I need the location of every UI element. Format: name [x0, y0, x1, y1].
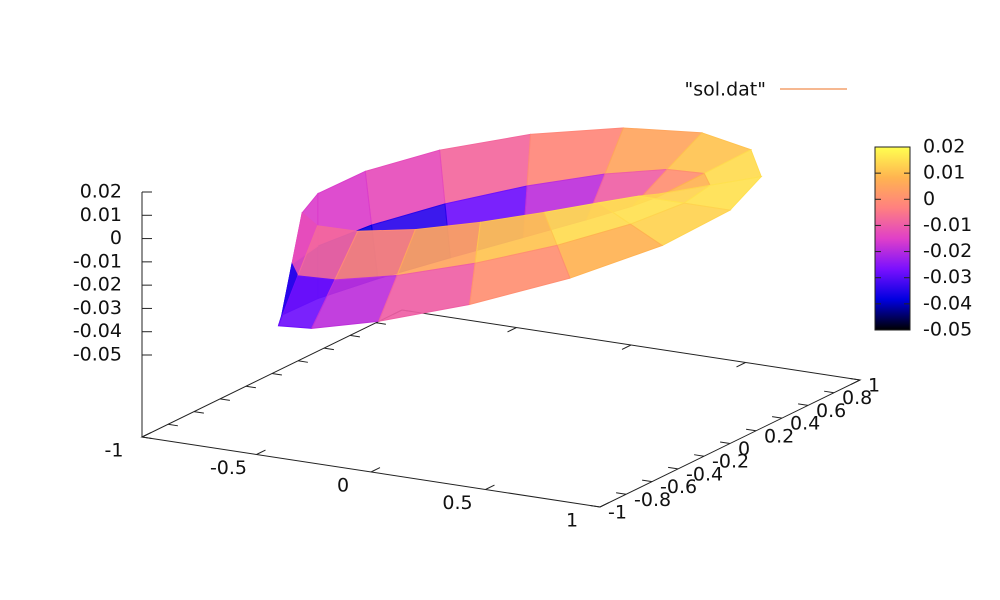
- z-tick-label: 0.02: [80, 181, 122, 203]
- y-tick-mirror: [271, 373, 282, 376]
- y-tick-mirror: [141, 436, 152, 440]
- x-tick-label: 0.5: [442, 492, 472, 514]
- y-tick-label: 0.6: [816, 400, 846, 422]
- y-tick: [746, 428, 757, 432]
- colorbar-tick-label: 0: [923, 188, 935, 210]
- x-tick-label: 0: [337, 475, 349, 497]
- legend-label: "sol.dat": [685, 79, 766, 101]
- z-tick-label: 0.01: [80, 204, 122, 226]
- y-tick: [616, 492, 627, 495]
- x-tick: [141, 432, 152, 438]
- axes: -1-0.500.51 -1-0.8-0.6-0.4-0.200.20.40.60…: [73, 181, 880, 532]
- colorbar-tick-label: 0.01: [923, 162, 965, 184]
- y-tick: [642, 479, 653, 483]
- z-tick-label: 0: [110, 227, 122, 249]
- z-tick-label: -0.01: [73, 250, 122, 272]
- x-tick-label: -1: [105, 440, 124, 462]
- colorbar-tick-label: -0.05: [923, 319, 972, 341]
- y-tick-label: -1: [608, 502, 627, 524]
- x-tick: [599, 502, 610, 508]
- y-tick-mirror: [245, 385, 256, 389]
- colorbar-tick-label: -0.04: [923, 292, 972, 314]
- z-tick-label: -0.03: [73, 297, 122, 319]
- colorbar-tick-label: 0.02: [923, 136, 965, 158]
- x-tick-mirror: [736, 362, 746, 368]
- y-tick: [772, 416, 783, 419]
- z-tick-label: -0.04: [73, 320, 122, 342]
- y-tick-label: -0.6: [660, 476, 697, 498]
- y-tick-label: -0.8: [634, 489, 671, 511]
- y-tick-label: 0.8: [842, 387, 872, 409]
- colorbar-tick-label: -0.03: [923, 266, 972, 288]
- y-tick: [824, 390, 835, 394]
- colorbar-gradient: [874, 146, 911, 331]
- z-tick-label: -0.02: [73, 274, 122, 296]
- y-tick-label: -0.4: [686, 463, 723, 485]
- y-tick: [668, 466, 679, 470]
- x-tick-mirror: [507, 327, 517, 333]
- y-tick-mirror: [297, 360, 308, 363]
- x-tick-mirror: [621, 344, 632, 350]
- y-tick-mirror: [219, 398, 230, 401]
- base-frame: [140, 309, 862, 508]
- y-tick-mirror: [375, 322, 386, 325]
- y-tick: [694, 454, 705, 457]
- y-tick-label: -0.2: [712, 451, 749, 473]
- colorbar: 0.02 0.01 0 -0.01 -0.02 -0.03 -0.04 -0.05: [874, 136, 972, 341]
- y-tick-label: 0.2: [764, 425, 794, 447]
- x-tick-mirror: [850, 379, 861, 385]
- colorbar-tick-label: -0.01: [923, 214, 972, 236]
- surface: [277, 127, 763, 329]
- y-tick: [590, 504, 601, 508]
- y-tick-mirror: [323, 347, 334, 351]
- x-tick: [370, 467, 381, 473]
- y-tick-mirror: [193, 411, 204, 414]
- z-tick-label: -0.05: [73, 344, 122, 366]
- y-tick-mirror: [167, 423, 178, 427]
- x-tick-label: 1: [566, 510, 578, 532]
- y-tick: [798, 403, 809, 406]
- surface-patch: [469, 244, 571, 306]
- y-tick-mirror: [349, 334, 360, 338]
- x-tick-label: -0.5: [210, 457, 247, 479]
- y-tick-label: 1: [868, 375, 880, 397]
- x-tick: [485, 484, 495, 490]
- y-tick-label: 0.4: [790, 413, 820, 435]
- y-tick: [720, 441, 731, 444]
- y-tick: [850, 377, 861, 381]
- legend: "sol.dat": [685, 79, 847, 101]
- x-tick: [256, 449, 266, 455]
- y-tick-label: 0: [738, 438, 750, 460]
- colorbar-tick-label: -0.02: [923, 240, 972, 262]
